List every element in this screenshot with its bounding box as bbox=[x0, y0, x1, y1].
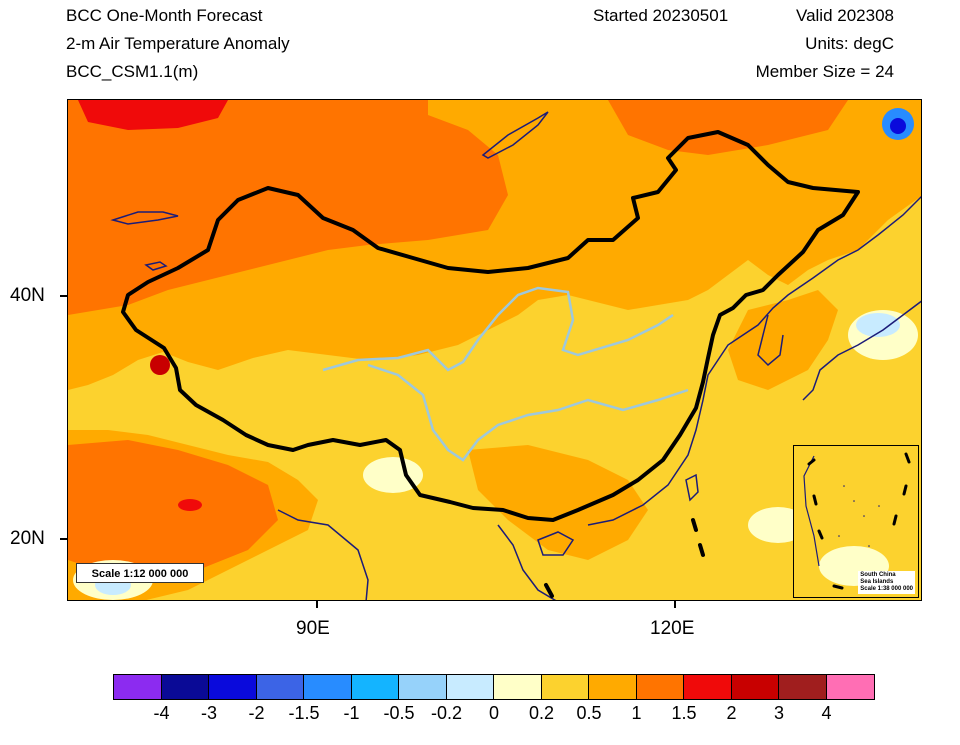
colorbar-tick-label: -0.2 bbox=[430, 703, 463, 723]
valid-date: Valid 202308 bbox=[796, 6, 894, 25]
member-size: Member Size = 24 bbox=[755, 62, 894, 81]
coast-east-asia bbox=[587, 195, 921, 526]
shade-lightyellow-1 bbox=[363, 457, 423, 493]
tick-20n bbox=[60, 538, 67, 540]
colorbar-cell bbox=[779, 675, 827, 699]
colorbar-cell bbox=[636, 675, 684, 699]
colorbar-tick-label: 3 bbox=[773, 703, 785, 723]
colorbar-cell bbox=[446, 675, 494, 699]
shade-orange-south bbox=[468, 445, 648, 560]
lon-label-90e: 90E bbox=[296, 618, 330, 639]
colorbar-cell bbox=[161, 675, 209, 699]
units-label: Units: degC bbox=[805, 34, 894, 53]
colorbar-cell bbox=[209, 675, 257, 699]
colorbar-cell bbox=[256, 675, 304, 699]
shade-darkorange-north bbox=[68, 100, 508, 315]
colorbar-cell bbox=[494, 675, 542, 699]
coast-indochina bbox=[277, 509, 557, 600]
china-border bbox=[121, 130, 860, 522]
inset-islands bbox=[838, 485, 880, 547]
island-hainan bbox=[537, 531, 575, 556]
river-yellow bbox=[322, 286, 674, 372]
lat-label-20n: 20N bbox=[10, 528, 45, 549]
inset-label-line1: South China bbox=[860, 572, 896, 578]
colorbar-cell bbox=[541, 675, 589, 699]
colorbar-cell bbox=[826, 675, 874, 699]
started-date: Started 20230501 bbox=[593, 6, 729, 25]
colorbar-tick-label: 0.5 bbox=[576, 703, 602, 723]
shade-red-top bbox=[78, 100, 228, 130]
inset-coast bbox=[803, 455, 820, 567]
river-yangtze bbox=[367, 363, 689, 462]
colorbar-tick-label: -3 bbox=[200, 703, 218, 723]
colorbar-tick-label: 2 bbox=[726, 703, 737, 723]
colorbar-cell bbox=[114, 675, 162, 699]
tick-90e bbox=[316, 601, 318, 608]
lat-label-40n: 40N bbox=[10, 285, 45, 306]
shade-darkorange-sw bbox=[68, 440, 278, 580]
colorbar-tick-label: -1.5 bbox=[288, 703, 320, 723]
tick-120e bbox=[674, 601, 676, 608]
colorbar-tick-label: 0.2 bbox=[528, 703, 555, 723]
colorbar-cell bbox=[589, 675, 637, 699]
colorbar bbox=[113, 674, 875, 700]
colorbar-cell bbox=[731, 675, 779, 699]
south-china-sea-inset: South China Sea Islands Scale 1:38 000 0… bbox=[793, 445, 919, 598]
anomaly-map-svg bbox=[68, 100, 921, 600]
island-taiwan bbox=[685, 473, 699, 502]
colorbar-tick-label: 0 bbox=[488, 703, 500, 723]
colorbar-tick-label: -1 bbox=[343, 703, 360, 723]
shade-lightblue-1 bbox=[856, 313, 900, 337]
lake-issyk bbox=[144, 261, 168, 271]
colorbar-cell bbox=[684, 675, 732, 699]
title-forecast: BCC One-Month Forecast bbox=[66, 6, 263, 25]
colorbar-cell bbox=[399, 675, 447, 699]
shade-red-spot2 bbox=[150, 355, 170, 375]
inset-dash-line bbox=[807, 452, 911, 590]
shade-red-spot1 bbox=[178, 499, 202, 511]
colorbar-cell bbox=[351, 675, 399, 699]
lake-balkhash bbox=[110, 211, 179, 225]
title-variable: 2-m Air Temperature Anomaly bbox=[66, 34, 290, 53]
colorbar-tick-label: -0.5 bbox=[383, 703, 415, 723]
map-scale-label: Scale 1:12 000 000 bbox=[76, 563, 204, 583]
lon-label-120e: 120E bbox=[650, 618, 695, 639]
title-model: BCC_CSM1.1(m) bbox=[66, 62, 199, 81]
coast-korea bbox=[757, 314, 784, 367]
coast-japan bbox=[802, 300, 921, 401]
colorbar-tick-label: -4 bbox=[153, 703, 170, 723]
nine-dash-line bbox=[544, 518, 705, 598]
lake-baikal bbox=[481, 111, 549, 159]
colorbar-cell bbox=[304, 675, 352, 699]
colorbar-tick-label: 1 bbox=[631, 703, 642, 723]
shade-darkorange-ne bbox=[608, 100, 848, 155]
shade-blue-core bbox=[890, 118, 906, 134]
inset-label-line3: Scale 1:38 000 000 bbox=[860, 586, 913, 592]
colorbar-tick-label: 1.5 bbox=[671, 703, 697, 723]
colorbar-tick-label: -2 bbox=[248, 703, 265, 723]
inset-label-line2: Sea Islands bbox=[860, 579, 894, 585]
tick-40n bbox=[60, 295, 67, 297]
inset-label: South China Sea Islands Scale 1:38 000 0… bbox=[858, 571, 915, 594]
colorbar-tick-label: 4 bbox=[821, 703, 832, 723]
anomaly-map bbox=[67, 99, 922, 601]
